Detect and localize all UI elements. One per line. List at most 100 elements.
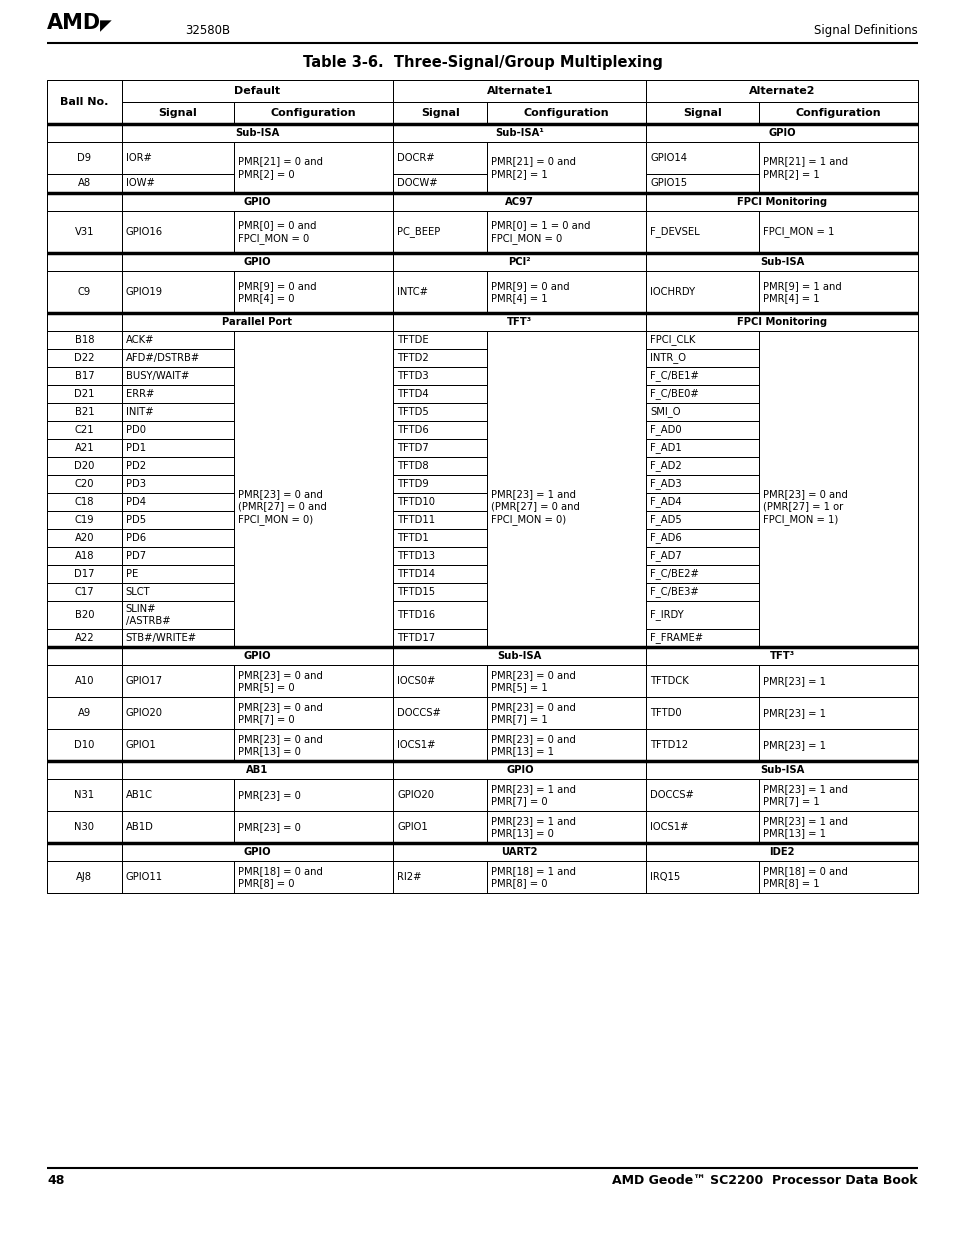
Text: A20: A20 (74, 534, 94, 543)
Text: D22: D22 (74, 353, 94, 363)
Text: B21: B21 (74, 408, 94, 417)
Text: A18: A18 (74, 551, 94, 561)
Text: D21: D21 (74, 389, 94, 399)
Text: D10: D10 (74, 740, 94, 750)
Text: TFT³: TFT³ (769, 651, 794, 661)
Text: B20: B20 (74, 610, 94, 620)
Text: IRQ15: IRQ15 (650, 872, 680, 882)
Text: F_C/BE3#: F_C/BE3# (650, 587, 699, 598)
Text: PD7: PD7 (126, 551, 146, 561)
Text: F_DEVSEL: F_DEVSEL (650, 226, 700, 237)
Text: D17: D17 (74, 569, 94, 579)
Text: TFTD3: TFTD3 (396, 370, 429, 382)
Text: Signal Definitions: Signal Definitions (814, 23, 917, 37)
Text: TFTD9: TFTD9 (396, 479, 429, 489)
Text: A8: A8 (78, 179, 91, 189)
Text: PMR[9] = 0 and
PMR[4] = 0: PMR[9] = 0 and PMR[4] = 0 (237, 280, 316, 304)
Text: V31: V31 (74, 227, 94, 237)
Text: F_C/BE1#: F_C/BE1# (650, 370, 699, 382)
Text: A21: A21 (74, 443, 94, 453)
Text: PMR[21] = 0 and
PMR[2] = 0: PMR[21] = 0 and PMR[2] = 0 (237, 157, 322, 179)
Text: C9: C9 (77, 287, 91, 296)
Text: F_AD1: F_AD1 (650, 442, 681, 453)
Text: TFTD0: TFTD0 (650, 708, 681, 718)
Text: F_C/BE2#: F_C/BE2# (650, 568, 699, 579)
Text: Configuration: Configuration (523, 107, 609, 119)
Text: F_C/BE0#: F_C/BE0# (650, 389, 699, 399)
Text: D9: D9 (77, 153, 91, 163)
Text: F_AD0: F_AD0 (650, 425, 681, 436)
Text: TFTDCK: TFTDCK (650, 676, 688, 685)
Text: F_AD2: F_AD2 (650, 461, 681, 472)
Text: TFTD4: TFTD4 (396, 389, 429, 399)
Text: Signal: Signal (682, 107, 721, 119)
Text: TFT³: TFT³ (507, 317, 532, 327)
Text: PMR[23] = 0 and
PMR[5] = 1: PMR[23] = 0 and PMR[5] = 1 (491, 669, 576, 692)
Text: PMR[23] = 0 and
(PMR[27] = 1 or
FPCI_MON = 1): PMR[23] = 0 and (PMR[27] = 1 or FPCI_MON… (761, 489, 846, 525)
Text: Alternate2: Alternate2 (748, 86, 815, 96)
Text: C20: C20 (74, 479, 94, 489)
Text: PMR[21] = 0 and
PMR[2] = 1: PMR[21] = 0 and PMR[2] = 1 (491, 157, 576, 179)
Text: DOCCS#: DOCCS# (650, 790, 694, 800)
Text: GPIO16: GPIO16 (126, 227, 163, 237)
Text: PMR[9] = 1 and
PMR[4] = 1: PMR[9] = 1 and PMR[4] = 1 (761, 280, 841, 304)
Text: Sub-ISA: Sub-ISA (497, 651, 541, 661)
Text: ◤: ◤ (100, 19, 112, 33)
Text: F_AD7: F_AD7 (650, 551, 681, 562)
Text: 32580B: 32580B (185, 23, 230, 37)
Text: TFTD7: TFTD7 (396, 443, 429, 453)
Text: IOCS1#: IOCS1# (650, 823, 688, 832)
Text: GPIO: GPIO (243, 651, 271, 661)
Text: PMR[23] = 1 and
PMR[7] = 0: PMR[23] = 1 and PMR[7] = 0 (491, 784, 576, 806)
Text: Configuration: Configuration (795, 107, 881, 119)
Text: PD4: PD4 (126, 496, 146, 508)
Text: AMD Geode™ SC2200  Processor Data Book: AMD Geode™ SC2200 Processor Data Book (612, 1173, 917, 1187)
Text: PMR[23] = 1 and
PMR[13] = 1: PMR[23] = 1 and PMR[13] = 1 (761, 816, 846, 839)
Text: GPIO14: GPIO14 (650, 153, 687, 163)
Text: GPIO15: GPIO15 (650, 179, 687, 189)
Text: TFTD6: TFTD6 (396, 425, 429, 435)
Text: F_AD5: F_AD5 (650, 515, 681, 525)
Text: PMR[23] = 1 and
PMR[7] = 1: PMR[23] = 1 and PMR[7] = 1 (761, 784, 846, 806)
Text: A9: A9 (77, 708, 91, 718)
Text: TFTD5: TFTD5 (396, 408, 429, 417)
Text: PMR[23] = 0 and
PMR[13] = 0: PMR[23] = 0 and PMR[13] = 0 (237, 734, 322, 756)
Text: A22: A22 (74, 634, 94, 643)
Text: TFTD17: TFTD17 (396, 634, 435, 643)
Text: GPIO17: GPIO17 (126, 676, 163, 685)
Text: IOW#: IOW# (126, 179, 154, 189)
Text: BUSY/WAIT#: BUSY/WAIT# (126, 370, 189, 382)
Text: N31: N31 (74, 790, 94, 800)
Text: GPIO1: GPIO1 (396, 823, 428, 832)
Text: GPIO20: GPIO20 (396, 790, 434, 800)
Text: PE: PE (126, 569, 138, 579)
Text: IOCS0#: IOCS0# (396, 676, 436, 685)
Text: PD0: PD0 (126, 425, 146, 435)
Text: IOCHRDY: IOCHRDY (650, 287, 695, 296)
Text: F_AD4: F_AD4 (650, 496, 681, 508)
Text: TFTDE: TFTDE (396, 335, 429, 345)
Text: PD2: PD2 (126, 461, 146, 471)
Text: PMR[23] = 0: PMR[23] = 0 (237, 790, 300, 800)
Text: DOCR#: DOCR# (396, 153, 435, 163)
Text: TFTD12: TFTD12 (650, 740, 688, 750)
Text: AC97: AC97 (505, 198, 534, 207)
Text: PMR[18] = 1 and
PMR[8] = 0: PMR[18] = 1 and PMR[8] = 0 (491, 866, 576, 888)
Text: INTC#: INTC# (396, 287, 428, 296)
Text: GPIO1: GPIO1 (126, 740, 156, 750)
Text: PMR[23] = 1: PMR[23] = 1 (761, 740, 824, 750)
Text: Configuration: Configuration (271, 107, 355, 119)
Text: SLCT: SLCT (126, 587, 151, 597)
Text: C18: C18 (74, 496, 94, 508)
Text: DOCW#: DOCW# (396, 179, 437, 189)
Text: Sub-ISA¹: Sub-ISA¹ (495, 128, 544, 138)
Text: GPIO: GPIO (243, 257, 271, 267)
Text: PMR[18] = 0 and
PMR[8] = 1: PMR[18] = 0 and PMR[8] = 1 (761, 866, 846, 888)
Text: TFTD10: TFTD10 (396, 496, 435, 508)
Text: Ball No.: Ball No. (60, 98, 109, 107)
Text: F_IRDY: F_IRDY (650, 610, 683, 620)
Text: GPIO: GPIO (243, 198, 271, 207)
Text: Parallel Port: Parallel Port (222, 317, 293, 327)
Text: AB1C: AB1C (126, 790, 152, 800)
Text: PMR[9] = 0 and
PMR[4] = 1: PMR[9] = 0 and PMR[4] = 1 (491, 280, 569, 304)
